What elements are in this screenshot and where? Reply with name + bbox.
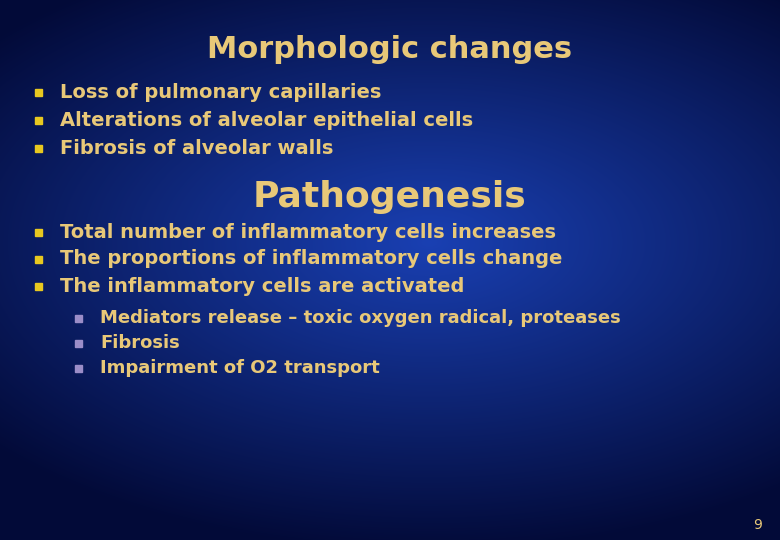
Bar [75,364,81,372]
Text: Fibrosis of alveolar walls: Fibrosis of alveolar walls [60,138,333,158]
Text: The inflammatory cells are activated: The inflammatory cells are activated [60,276,464,295]
Text: Fibrosis: Fibrosis [100,334,179,352]
Bar [34,228,41,235]
Text: 9: 9 [753,518,762,532]
Bar [34,255,41,262]
Text: Loss of pulmonary capillaries: Loss of pulmonary capillaries [60,83,381,102]
Bar [75,314,81,321]
Bar [34,282,41,289]
Bar [34,145,41,152]
Bar [34,89,41,96]
Text: Total number of inflammatory cells increases: Total number of inflammatory cells incre… [60,222,556,241]
Text: Pathogenesis: Pathogenesis [254,180,526,214]
Text: Morphologic changes: Morphologic changes [207,35,573,64]
Bar [75,340,81,347]
Bar [34,117,41,124]
Text: Mediators release – toxic oxygen radical, proteases: Mediators release – toxic oxygen radical… [100,309,621,327]
Text: Alterations of alveolar epithelial cells: Alterations of alveolar epithelial cells [60,111,473,130]
Text: Impairment of O2 transport: Impairment of O2 transport [100,359,380,377]
Text: The proportions of inflammatory cells change: The proportions of inflammatory cells ch… [60,249,562,268]
